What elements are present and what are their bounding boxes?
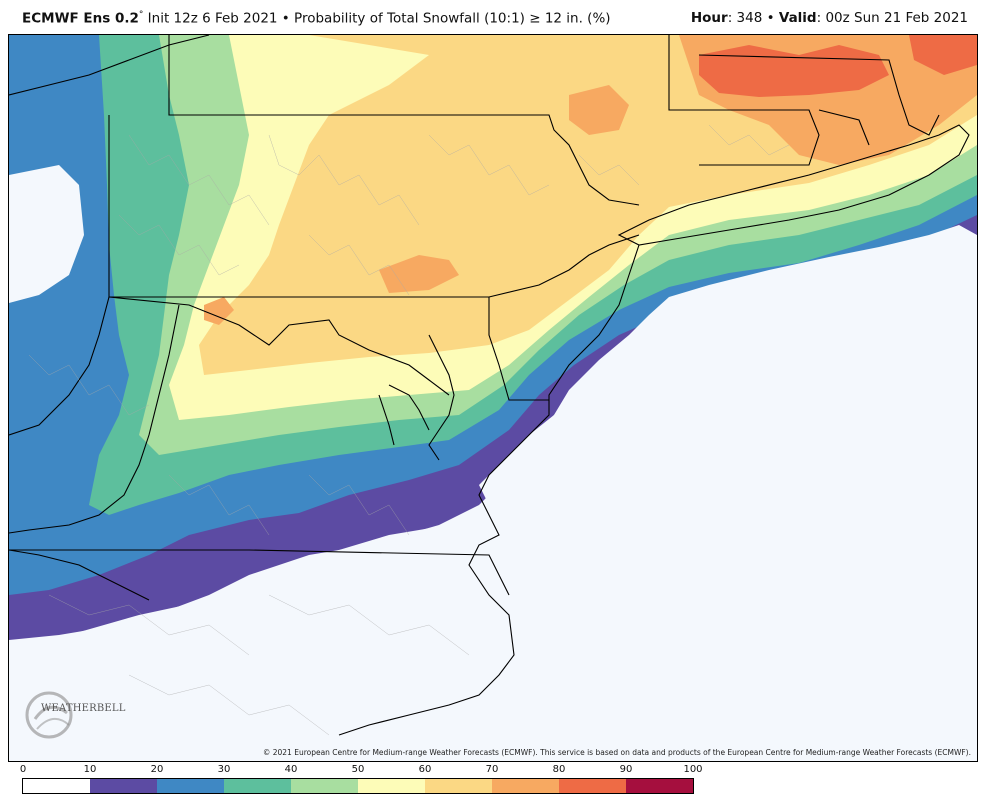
forecast-map: WEATHERBELL © 2021 European Centre for M… — [8, 34, 978, 762]
colorbar-swatch — [559, 779, 626, 793]
band-70-ny — [569, 85, 629, 135]
logo-text: WEATHERBELL — [41, 703, 126, 714]
colorbar-tick-label: 40 — [284, 764, 298, 775]
logo-swirl-icon — [25, 691, 73, 739]
valid-label: Valid — [778, 10, 817, 26]
colorbar-swatch — [23, 779, 90, 793]
colorbar-tick-label: 20 — [150, 764, 164, 775]
colorbar-swatch — [224, 779, 291, 793]
colorbar-tick-label: 50 — [351, 764, 365, 775]
colorbar-swatch — [626, 779, 693, 793]
weatherbell-logo: WEATHERBELL — [23, 689, 125, 741]
map-header: ECMWF Ens 0.2° Init 12z 6 Feb 2021 • Pro… — [0, 0, 984, 34]
header-valid: Hour: 348 • Valid: 00z Sun 21 Feb 2021 — [691, 10, 968, 26]
legend-colorbar: 0 10 20 30 40 50 60 70 80 90 100 — [0, 762, 984, 808]
header-title: ECMWF Ens 0.2° Init 12z 6 Feb 2021 • Pro… — [22, 10, 611, 27]
colorbar-swatch — [358, 779, 425, 793]
atlantic-ocean — [479, 225, 977, 761]
county-lines — [28, 124, 790, 736]
colorbar-swatch — [425, 779, 492, 793]
colorbar-tick-label: 60 — [418, 764, 432, 775]
colorbar-tick-label: 90 — [619, 764, 633, 775]
no-snow-south — [9, 515, 549, 761]
colorbar-tick-label: 10 — [83, 764, 97, 775]
colorbar-swatch — [157, 779, 224, 793]
degree-symbol: ° — [138, 10, 144, 20]
model-name: ECMWF Ens 0.2 — [22, 10, 139, 27]
hour-value: : 348 • — [727, 10, 779, 26]
colorbar-swatch — [291, 779, 358, 793]
colorbar-tick-label: 100 — [683, 764, 703, 775]
copyright-notice: © 2021 European Centre for Medium-range … — [262, 748, 971, 757]
colorbar-swatch — [492, 779, 559, 793]
map-svg — [9, 35, 977, 761]
colorbar-swatch — [90, 779, 157, 793]
hour-label: Hour — [690, 10, 728, 26]
band-80-ne — [909, 35, 977, 75]
colorbar-tick-label: 70 — [485, 764, 499, 775]
colorbar-tick-label: 30 — [217, 764, 231, 775]
colorbar-bar — [22, 778, 694, 794]
no-snow-west — [9, 165, 84, 303]
band-70-wv — [204, 297, 234, 325]
band-70-pa — [379, 255, 459, 293]
init-description: Init 12z 6 Feb 2021 • Probability of Tot… — [143, 10, 611, 27]
colorbar-tick-label: 0 — [19, 764, 27, 775]
band-80-north — [699, 45, 889, 97]
colorbar-tick-label: 80 — [552, 764, 566, 775]
coastline — [338, 124, 970, 736]
valid-value: : 00z Sun 21 Feb 2021 — [816, 10, 968, 26]
